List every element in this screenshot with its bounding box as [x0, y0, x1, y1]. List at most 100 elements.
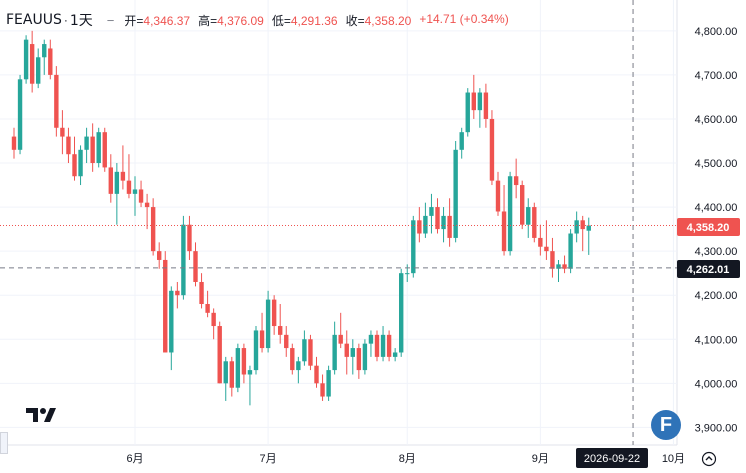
- candle: [23, 35, 29, 84]
- candle-body: [253, 330, 259, 371]
- candle-body: [199, 281, 204, 305]
- candle-body: [102, 132, 107, 168]
- candle: [447, 198, 452, 247]
- candle-body: [308, 339, 313, 366]
- candle: [550, 237, 555, 278]
- candle: [477, 88, 483, 128]
- candle-body: [60, 127, 65, 137]
- candle: [308, 334, 313, 371]
- close-field: 收=4,358.20: [346, 12, 412, 29]
- candle: [259, 312, 265, 353]
- candle: [278, 304, 283, 344]
- change-value: +14.71 (+0.34%): [419, 11, 509, 26]
- overlays: [0, 0, 677, 445]
- candle: [302, 330, 307, 366]
- candle-body: [247, 370, 253, 375]
- candle: [120, 145, 126, 190]
- candle-body: [193, 251, 198, 282]
- candle-body: [144, 202, 150, 208]
- crosshair-price-label: 4,262.01: [687, 264, 730, 276]
- candle-body: [471, 92, 476, 111]
- candle-body: [108, 167, 113, 194]
- candle: [574, 211, 579, 243]
- high-value: 4,376.09: [217, 13, 264, 28]
- candle-body: [513, 176, 519, 186]
- candle: [247, 365, 253, 406]
- price-axis[interactable]: 3,900.00 4,000.00 4,100.00 4,200.00 4,300.00…: [695, 26, 738, 435]
- candle-body: [483, 92, 489, 119]
- candle: [326, 365, 331, 401]
- low-value: 4,291.36: [290, 13, 338, 28]
- candle-body: [392, 352, 398, 357]
- price-tick-label: 4,300.00: [695, 246, 738, 258]
- candle: [193, 242, 198, 287]
- candle-body: [350, 348, 355, 357]
- candles: [11, 30, 591, 406]
- candle: [42, 39, 47, 75]
- candle: [580, 215, 585, 252]
- candle: [417, 207, 422, 243]
- candle: [157, 242, 162, 269]
- candle: [11, 127, 17, 159]
- candle-body: [320, 383, 325, 397]
- candle: [169, 286, 174, 371]
- candle: [405, 264, 410, 282]
- candle-body: [556, 264, 561, 269]
- candle: [538, 224, 543, 256]
- candle: [296, 356, 301, 384]
- symbol-name[interactable]: FEAUUS: [6, 12, 62, 28]
- candle: [205, 290, 210, 318]
- candle: [235, 343, 241, 393]
- candle: [96, 127, 101, 168]
- candle-body: [423, 215, 428, 234]
- candle-body: [435, 207, 440, 230]
- candle: [223, 356, 228, 401]
- price-tick-label: 4,800.00: [695, 26, 738, 38]
- candle-body: [29, 44, 35, 84]
- candle-body: [23, 39, 29, 80]
- collapse-legend-icon[interactable]: −: [106, 12, 115, 28]
- candle-body: [562, 264, 567, 269]
- candle: [199, 273, 204, 309]
- candle: [544, 220, 549, 260]
- go-to-realtime-icon[interactable]: [701, 451, 717, 467]
- candle-body: [271, 299, 277, 327]
- price-tick-label: 3,900.00: [695, 422, 738, 434]
- candle-body: [169, 290, 174, 353]
- candle: [362, 339, 368, 375]
- candle-body: [586, 225, 591, 231]
- time-tick-label: 10月: [662, 453, 685, 465]
- candle-body: [48, 48, 53, 75]
- candle-body: [90, 136, 95, 164]
- close-value: 4,358.20: [364, 13, 412, 28]
- candle: [520, 180, 525, 230]
- last-price-label-bg: [677, 218, 740, 236]
- separator-dot: ·: [63, 13, 68, 27]
- tradingview-logo-icon[interactable]: [24, 404, 58, 426]
- candle-body: [36, 57, 41, 84]
- scroll-left-handle[interactable]: [0, 432, 8, 454]
- candle: [90, 123, 95, 172]
- candle-body: [459, 132, 464, 150]
- candle-body: [417, 220, 422, 234]
- candle-body: [526, 207, 531, 225]
- interval-label[interactable]: 1天: [69, 13, 93, 29]
- candle: [453, 140, 458, 243]
- candle: [344, 330, 349, 375]
- time-axis[interactable]: 6月 7月 8月 9月 10月: [126, 453, 685, 465]
- candle: [586, 217, 591, 255]
- candle-body: [441, 215, 446, 230]
- candle-body: [17, 79, 23, 150]
- candle-body: [356, 348, 362, 371]
- candle: [36, 48, 41, 89]
- time-tick-label: 9月: [532, 453, 549, 465]
- candle: [102, 127, 107, 172]
- candle-body: [302, 339, 307, 362]
- candle: [217, 321, 222, 384]
- f-badge-icon[interactable]: F: [651, 410, 681, 440]
- candle-body: [120, 171, 126, 181]
- candle-body: [447, 215, 452, 238]
- candle-body: [520, 185, 525, 225]
- high-label: 高=: [198, 13, 218, 28]
